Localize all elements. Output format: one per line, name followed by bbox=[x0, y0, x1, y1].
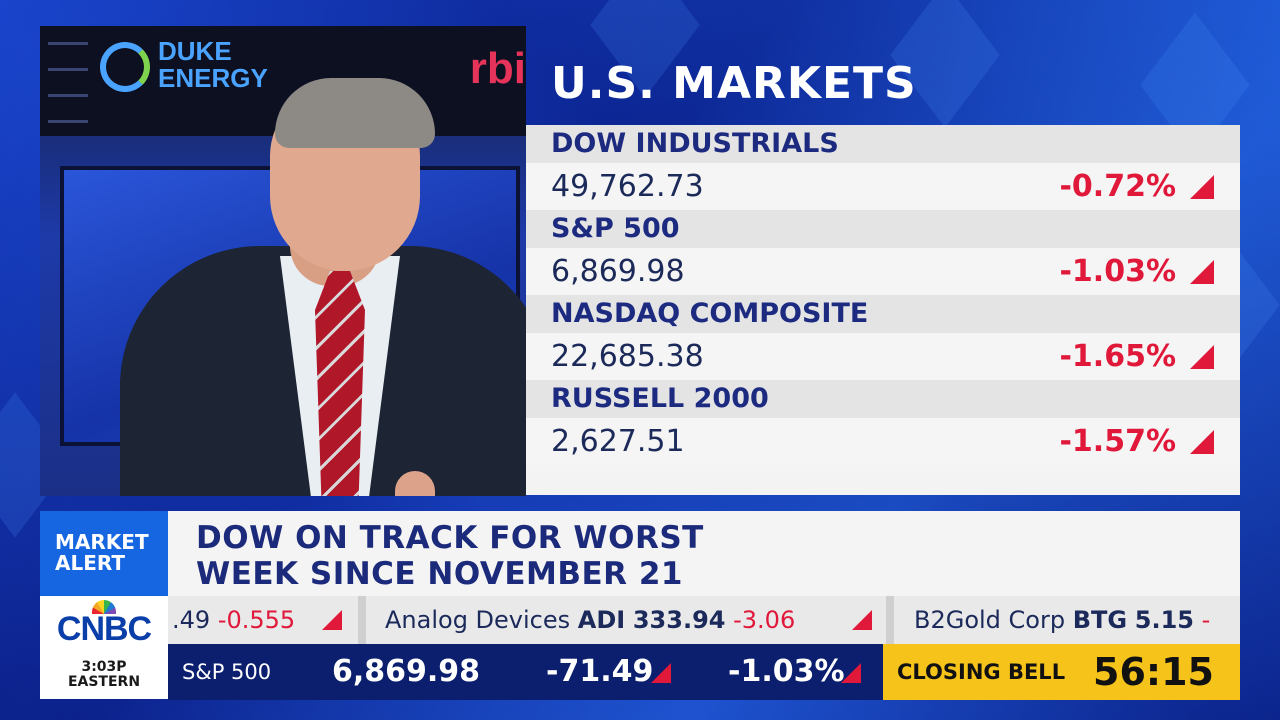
index-label: S&P 500 bbox=[182, 660, 272, 684]
index-change: -71.49 bbox=[546, 654, 654, 689]
closing-bell-label: CLOSING BELL bbox=[897, 660, 1066, 684]
market-name: S&P 500 bbox=[526, 210, 1240, 248]
closing-bell-time: 56:15 bbox=[1093, 650, 1214, 694]
ticker-item: .49 -0.555 bbox=[172, 606, 296, 634]
cnbc-logo: CNBC bbox=[56, 610, 152, 648]
alert-headline: DOW ON TRACK FOR WORST WEEK SINCE NOVEMB… bbox=[168, 511, 1240, 596]
market-price: 49,762.73 bbox=[551, 169, 704, 204]
market-name: NASDAQ COMPOSITE bbox=[526, 295, 1240, 333]
tie bbox=[315, 271, 365, 496]
peacock-icon bbox=[92, 600, 116, 614]
markets-title: U.S. MARKETS bbox=[551, 58, 917, 109]
market-change: -1.57% bbox=[1059, 424, 1176, 459]
duke-energy-logo: DUKE ENERGY bbox=[100, 36, 300, 96]
market-row-sp500: S&P 500 6,869.98 -1.03% bbox=[526, 210, 1240, 295]
down-triangle-icon bbox=[852, 610, 872, 630]
market-name: DOW INDUSTRIALS bbox=[526, 125, 1240, 163]
down-triangle-icon bbox=[1190, 345, 1214, 369]
market-change: -1.03% bbox=[1059, 254, 1176, 289]
market-alert-label: MARKET ALERT bbox=[40, 511, 168, 596]
clock: 3:03P EASTERN bbox=[67, 659, 141, 690]
markets-panel: DOW INDUSTRIALS 49,762.73 -0.72% S&P 500… bbox=[526, 125, 1240, 495]
market-row-dow: DOW INDUSTRIALS 49,762.73 -0.72% bbox=[526, 125, 1240, 210]
anchor-person bbox=[110, 66, 526, 496]
video-feed: DUKE ENERGY rbi bbox=[40, 26, 526, 496]
index-bar: S&P 500 6,869.98 -71.49 -1.03% bbox=[168, 644, 883, 700]
market-price: 22,685.38 bbox=[551, 339, 704, 374]
market-price: 2,627.51 bbox=[551, 424, 685, 459]
down-triangle-icon bbox=[1190, 260, 1214, 284]
market-name: RUSSELL 2000 bbox=[526, 380, 1240, 418]
ticker-item: Analog Devices ADI 333.94 -3.06 bbox=[385, 606, 796, 634]
market-row-nasdaq: NASDAQ COMPOSITE 22,685.38 -1.65% bbox=[526, 295, 1240, 380]
closing-bell-countdown: CLOSING BELL 56:15 bbox=[883, 644, 1240, 700]
index-price: 6,869.98 bbox=[332, 654, 481, 689]
down-triangle-icon bbox=[841, 663, 861, 683]
rbi-logo: rbi bbox=[469, 44, 526, 93]
down-triangle-icon bbox=[322, 610, 342, 630]
duke-swirl-icon bbox=[100, 42, 150, 92]
stock-ticker: .49 -0.555 Analog Devices ADI 333.94 -3.… bbox=[168, 596, 1240, 644]
market-change: -1.65% bbox=[1059, 339, 1176, 374]
index-percent: -1.03% bbox=[728, 654, 845, 689]
cnbc-logo-box: CNBC 3:03P EASTERN bbox=[40, 596, 168, 699]
market-change: -0.72% bbox=[1059, 169, 1176, 204]
market-row-russell: RUSSELL 2000 2,627.51 -1.57% bbox=[526, 380, 1240, 465]
market-price: 6,869.98 bbox=[551, 254, 685, 289]
down-triangle-icon bbox=[1190, 430, 1214, 454]
down-triangle-icon bbox=[1190, 175, 1214, 199]
ticker-item: B2Gold Corp BTG 5.15 - bbox=[914, 606, 1211, 634]
down-triangle-icon bbox=[651, 663, 671, 683]
